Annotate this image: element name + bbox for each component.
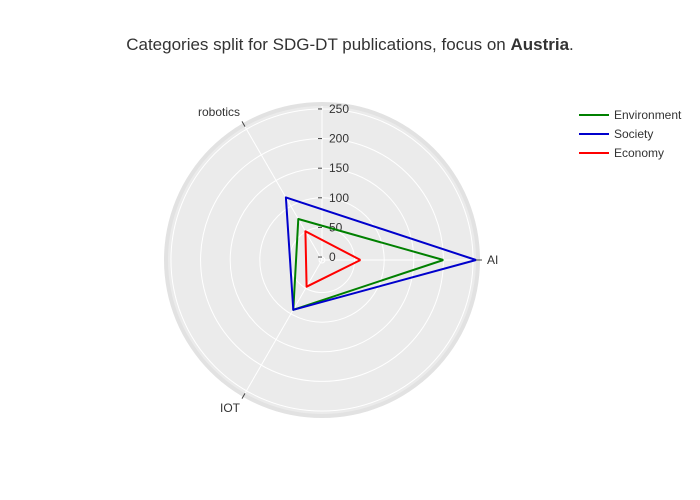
angular-tick-mark-2 [241,121,246,127]
angular-axis-label-ai: AI [487,253,498,267]
radial-tick-label-3: 150 [329,161,349,175]
legend-item-economy[interactable]: Economy [579,146,664,160]
radial-tick-label-5: 250 [329,102,349,116]
grid-spoke-1 [244,259,323,394]
series-line-economy [304,230,361,288]
legend-label-economy: Economy [614,146,664,160]
angular-axis-label-iot: IOT [220,401,241,415]
angular-tick-mark-1 [241,393,246,399]
legend-item-society[interactable]: Society [579,127,653,141]
radial-tick-label-2: 100 [329,191,349,205]
angular-axis-labels: AI IOT robotics [198,105,498,415]
series-lines [284,196,477,311]
series-line-society [284,196,477,311]
legend-item-environment[interactable]: Environment [579,108,682,122]
legend-label-environment: Environment [614,108,682,122]
angular-axis-label-robotics: robotics [198,105,240,119]
legend-label-society: Society [614,127,653,141]
radial-tick-label-0: 0 [329,250,336,264]
series-line-environment [292,218,444,311]
chart-title: Categories split for SDG-DT publications… [126,35,574,54]
radial-tick-label-4: 200 [329,132,349,146]
legend[interactable]: Environment Society Economy [579,108,682,160]
grid-spoke-2 [244,126,323,261]
polar-grid [170,106,476,412]
